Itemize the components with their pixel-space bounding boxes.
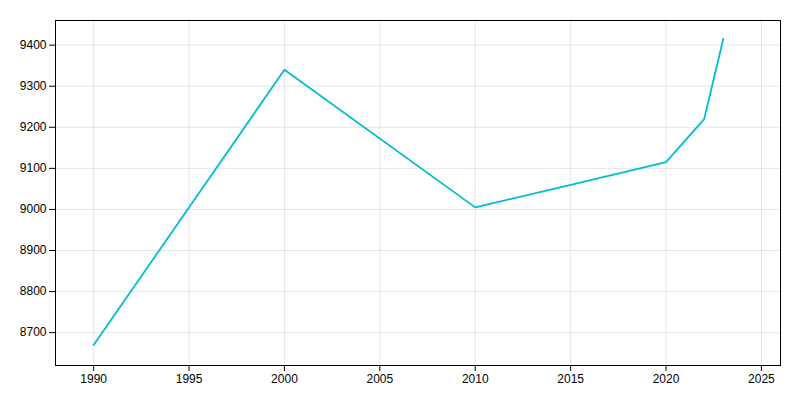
svg-text:9000: 9000 xyxy=(20,202,47,216)
svg-text:9400: 9400 xyxy=(20,38,47,52)
svg-text:9200: 9200 xyxy=(20,120,47,134)
svg-text:9300: 9300 xyxy=(20,79,47,93)
svg-text:2025: 2025 xyxy=(748,372,775,386)
svg-text:2020: 2020 xyxy=(653,372,680,386)
svg-text:1990: 1990 xyxy=(80,372,107,386)
svg-text:2005: 2005 xyxy=(366,372,393,386)
svg-text:8800: 8800 xyxy=(20,284,47,298)
svg-text:2015: 2015 xyxy=(557,372,584,386)
svg-text:2000: 2000 xyxy=(271,372,298,386)
svg-text:1995: 1995 xyxy=(176,372,203,386)
svg-text:8900: 8900 xyxy=(20,243,47,257)
svg-text:2010: 2010 xyxy=(462,372,489,386)
svg-text:9100: 9100 xyxy=(20,161,47,175)
svg-text:8700: 8700 xyxy=(20,325,47,339)
